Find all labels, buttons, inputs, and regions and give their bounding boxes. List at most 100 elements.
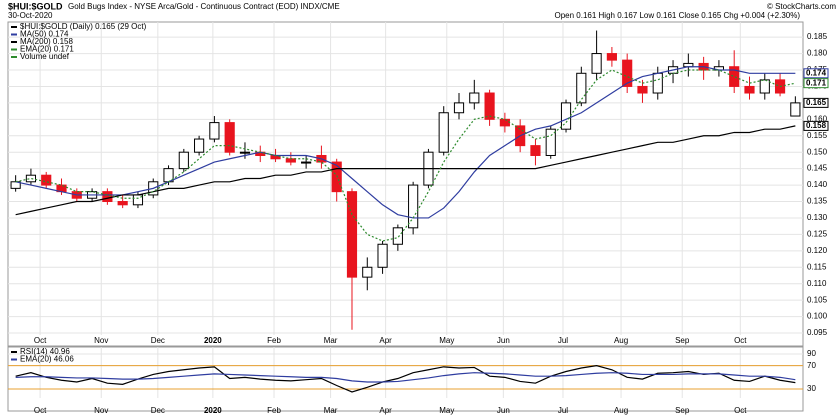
date: 30-Oct-2020	[8, 11, 53, 20]
x-tick-label: Jul	[558, 336, 568, 345]
candle-body	[301, 161, 312, 164]
y-tick-label: 0.105	[807, 295, 828, 304]
axis-flag-label: 0.165	[806, 98, 827, 107]
y-tick-label: 30	[807, 384, 816, 393]
x-tick-label: Nov	[94, 336, 108, 345]
y-tick-label: 0.180	[807, 49, 828, 58]
candle-body	[622, 59, 633, 87]
candle-body	[377, 243, 388, 268]
candle-body	[209, 122, 220, 140]
x-tick-label: Nov	[94, 406, 108, 415]
series-line	[15, 66, 796, 219]
candle-body	[25, 174, 37, 183]
axis-flag-label: 0.171	[806, 78, 827, 87]
x-tick-label: Oct	[34, 406, 47, 415]
candle-body	[102, 191, 113, 203]
axis-flag	[803, 120, 829, 131]
x-tick-label: Sep	[675, 406, 690, 415]
candle-body	[453, 102, 465, 114]
candle-body	[744, 85, 755, 94]
candle-body	[790, 102, 801, 117]
quote: Open 0.161 High 0.167 Low 0.161 Close 0.…	[554, 11, 800, 20]
candle-body	[117, 201, 128, 206]
legend-label: EMA(20) 0.171	[20, 45, 74, 54]
candle-body	[362, 266, 373, 278]
y-tick-label: 0.095	[807, 328, 828, 337]
candle-body	[469, 92, 480, 104]
series-line	[15, 125, 796, 216]
x-tick-label: Aug	[614, 406, 628, 415]
price-panel	[7, 21, 804, 347]
rsi-panel	[7, 346, 804, 412]
y-tick-label: 0.145	[807, 164, 828, 173]
x-tick-label: 2020	[204, 406, 222, 415]
candle-body	[224, 122, 235, 153]
legend-label: Volume undef	[20, 52, 70, 61]
y-tick-label: 0.185	[807, 32, 828, 41]
x-tick-label: Oct	[734, 336, 747, 345]
legend-label: MA(50) 0.174	[20, 30, 69, 39]
y-tick-label: 70	[807, 361, 816, 370]
candle-body	[484, 92, 495, 120]
y-tick-label: 90	[807, 349, 816, 358]
candle-body	[194, 138, 205, 153]
y-tick-label: 0.120	[807, 246, 828, 255]
description: Gold Bugs Index - NYSE Arca/Gold - Conti…	[68, 2, 340, 11]
series-line	[15, 372, 796, 383]
candle-body	[576, 72, 587, 104]
candle-body	[729, 66, 740, 87]
x-tick-label: Feb	[267, 406, 281, 415]
candle-body	[652, 72, 663, 94]
candle-body	[499, 118, 510, 127]
y-tick-label: 0.115	[807, 262, 827, 271]
x-tick-label: 2020	[204, 336, 222, 345]
candle-body	[591, 53, 602, 74]
x-tick-label: Mar	[324, 406, 338, 415]
candle-body	[759, 79, 770, 94]
legend-label: $HUI:$GOLD (Daily) 0.165 (29 Oct)	[20, 22, 147, 31]
candle-body	[392, 227, 403, 245]
symbol: $HUI:$GOLD	[8, 1, 63, 11]
axis-flag	[803, 68, 829, 79]
candle-body	[637, 85, 648, 94]
y-tick-label: 0.100	[807, 312, 828, 321]
candle-body	[178, 151, 189, 170]
axis-flag-label: 0.158	[806, 121, 827, 130]
copyright: © StockCharts.com	[767, 2, 836, 11]
x-tick-label: Oct	[734, 406, 747, 415]
y-tick-label: 0.155	[807, 131, 828, 140]
x-tick-label: Feb	[267, 336, 281, 345]
x-tick-label: Apr	[379, 336, 392, 345]
y-tick-label: 0.130	[807, 213, 828, 222]
y-tick-label: 0.135	[807, 197, 828, 206]
x-tick-label: Aug	[614, 336, 628, 345]
candle-body	[545, 128, 556, 156]
series-line	[15, 365, 796, 393]
series-line	[15, 69, 796, 242]
y-tick-label: 0.110	[807, 279, 827, 288]
x-tick-label: Dec	[151, 406, 165, 415]
axis-flag	[803, 97, 829, 108]
candle-body	[438, 112, 449, 153]
y-tick-label: 0.150	[807, 147, 828, 156]
legend-label: MA(200) 0.158	[20, 37, 73, 46]
legend-label: EMA(20) 46.06	[20, 355, 74, 364]
candle-body	[239, 151, 251, 154]
x-tick-label: May	[439, 336, 454, 345]
candle-body	[41, 174, 52, 186]
x-tick-label: Dec	[151, 336, 165, 345]
candle-body	[346, 191, 358, 278]
x-tick-label: Sep	[675, 336, 690, 345]
x-tick-label: Oct	[34, 336, 47, 345]
x-tick-label: May	[439, 406, 454, 415]
x-tick-label: Apr	[379, 406, 392, 415]
axis-flag-label: 0.174	[806, 68, 827, 77]
candle-body	[408, 184, 419, 229]
candle-body	[530, 145, 541, 156]
candle-body	[560, 102, 572, 130]
x-tick-label: Mar	[324, 336, 338, 345]
x-tick-label: Jun	[497, 336, 510, 345]
x-tick-label: Jul	[558, 406, 568, 415]
